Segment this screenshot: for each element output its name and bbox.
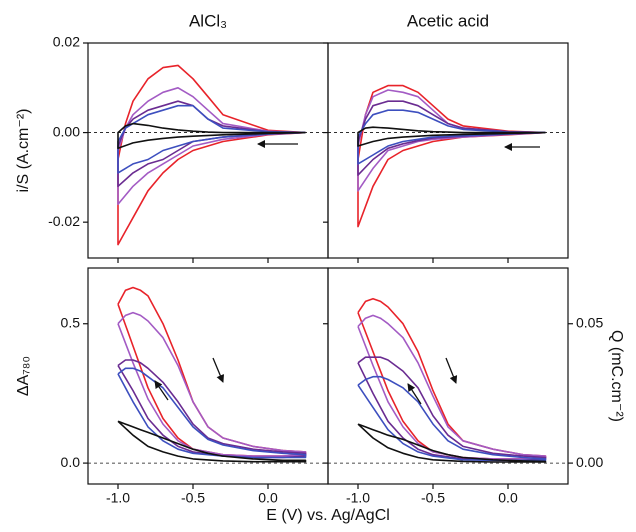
cv-curve	[357, 375, 547, 462]
panel-title: Acetic acid	[407, 11, 489, 30]
y2-tick-label: 0.00	[576, 454, 603, 470]
x-tick-label: -0.5	[421, 490, 445, 506]
sweep-arrow	[212, 357, 224, 383]
plot-frame	[327, 267, 569, 485]
sweep-arrow	[445, 357, 458, 384]
sweep-arrow	[154, 380, 169, 401]
annotations	[154, 140, 540, 405]
x-tick-label: 0.0	[258, 490, 278, 506]
sweep-arrow	[407, 383, 422, 405]
cv-curve	[117, 122, 306, 150]
x-tick-label: -1.0	[346, 490, 370, 506]
cv-curve	[117, 420, 307, 463]
cv-curve	[117, 359, 307, 459]
y2-axis-label: Q (mC.cm⁻²)	[608, 330, 625, 422]
plot-frame	[87, 42, 329, 259]
panel-title: AlCl₃	[189, 11, 227, 30]
x-tick-label: -0.5	[181, 490, 205, 506]
cv-curve	[117, 64, 306, 246]
y2-tick-label: 0.05	[576, 314, 603, 330]
cv-curve	[357, 89, 546, 192]
y-tick-label: 0.00	[53, 123, 80, 139]
cv-curve	[117, 367, 307, 459]
x-tick-label: -1.0	[106, 490, 130, 506]
cv-curve	[117, 104, 306, 174]
cv-curve	[357, 356, 547, 462]
x-tick-label: 0.0	[498, 490, 518, 506]
cv-curve	[357, 314, 547, 460]
cv-curve	[357, 423, 547, 463]
y-axis-label: i/S (A.cm⁻²)	[15, 109, 32, 193]
y-tick-label: -0.02	[48, 213, 80, 229]
y-axis-label: ΔA₇₈₀	[15, 356, 32, 396]
y-tick-label: 0.5	[61, 314, 81, 330]
plot-frame	[327, 42, 569, 259]
cv-curve	[357, 84, 546, 228]
y-tick-label: 0.0	[61, 454, 81, 470]
cv-curve	[357, 126, 546, 147]
cv-curve	[117, 286, 307, 457]
x-axis-label: E (V) vs. Ag/AgCl	[266, 507, 390, 524]
y-tick-label: 0.02	[53, 34, 80, 50]
plots: 0.02 0.00 -0.02 AlCl₃ i/S (A.cm⁻²) Acetic aci…	[15, 11, 625, 524]
cv-curve	[117, 311, 307, 457]
cv-curve	[117, 87, 306, 206]
